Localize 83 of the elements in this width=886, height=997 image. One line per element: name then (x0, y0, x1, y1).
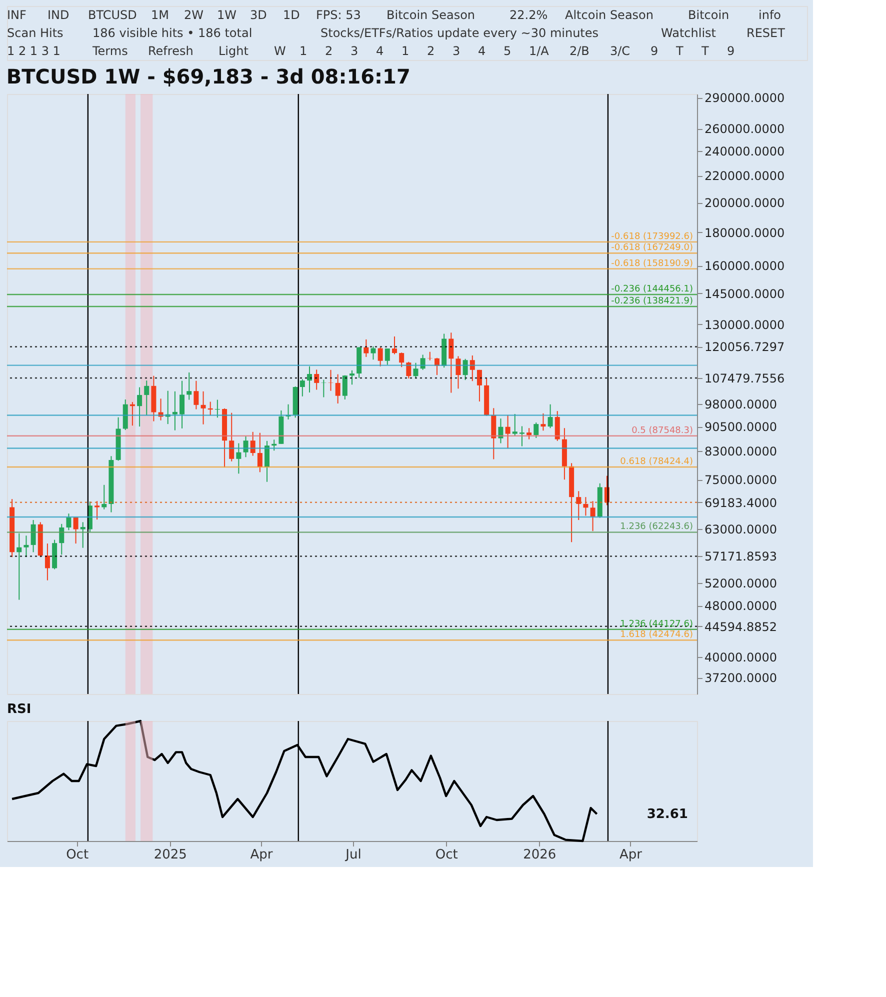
text: 3/C (610, 44, 630, 58)
text: 5 (504, 44, 512, 58)
text: 2 (427, 44, 435, 58)
text: Watchlist (661, 26, 716, 40)
chart-title: BTCUSD 1W - $69,183 - 3d 08:16:17 (6, 64, 410, 89)
text: INF (7, 8, 27, 22)
text: FPS: 53 (316, 8, 361, 22)
y-tick-label: 120056.7297 (704, 340, 785, 354)
y-tick-label: 260000.0000 (704, 122, 785, 136)
y-tick-label: 52000.0000 (704, 576, 778, 591)
text: Refresh (148, 44, 194, 58)
x-tick-label: 2025 (154, 848, 187, 862)
y-tick-label: 40000.0000 (704, 650, 778, 665)
ref-line-label: 0.5 (87548.3) (632, 426, 693, 436)
y-tick-label: 98000.0000 (704, 398, 778, 412)
ref-line-label: 1.236 (44127.6) (620, 619, 693, 630)
text: 4 (376, 44, 384, 58)
text: IND (48, 8, 70, 22)
text: T (700, 44, 710, 58)
ref-line-label: -0.618 (173992.6) (611, 232, 693, 242)
text: 1 (402, 44, 410, 58)
text: 1D (283, 8, 300, 22)
text: 22.2% (510, 8, 548, 22)
y-tick-label: 130000.0000 (704, 318, 785, 332)
ref-line-label: -0.618 (158190.9) (611, 258, 693, 269)
ref-line-label: 1.618 (42474.6) (620, 630, 693, 640)
y-tick-label: 160000.0000 (704, 259, 785, 274)
y-tick-label: 240000.0000 (704, 144, 785, 159)
text: 2W (184, 8, 204, 22)
text: 3D (250, 8, 267, 22)
text: Terms (92, 44, 128, 58)
y-tick-label: 290000.0000 (704, 91, 785, 106)
y-tick-label: 90500.0000 (704, 420, 778, 434)
y-tick-label: 180000.0000 (704, 226, 785, 240)
text: BTCUSD (88, 8, 137, 22)
text: 1 (300, 44, 308, 58)
text: 1/A (529, 44, 550, 58)
y-tick-label: 107479.7556 (704, 371, 785, 386)
x-tick-label: Jul (344, 848, 362, 862)
text: Light (218, 44, 249, 58)
text: 1W (217, 8, 237, 22)
y-tick-label: 37200.0000 (704, 671, 778, 686)
x-tick-label: Oct (66, 848, 89, 862)
y-tick-label: 69183.4000 (704, 496, 778, 510)
x-tick-label: Apr (619, 848, 643, 862)
text: W (274, 44, 286, 58)
text: Bitcoin (688, 8, 730, 22)
text: 186 visible hits • 186 total (92, 26, 252, 40)
text: 2/B (570, 44, 590, 58)
y-tick-label: 145000.0000 (704, 286, 785, 301)
x-tick-label: Oct (435, 848, 458, 862)
text: 1M (151, 8, 169, 22)
text: 2 (325, 44, 333, 58)
text: 9 (727, 44, 735, 58)
text: 1 2 1 3 1 (7, 44, 60, 58)
y-tick-label: 48000.0000 (704, 599, 778, 614)
ref-line-label: -0.236 (144456.1) (611, 284, 693, 294)
text: info (758, 8, 782, 22)
text: 3 (452, 44, 460, 58)
ref-line-label: -0.618 (167249.0) (611, 243, 693, 254)
text: 3 (350, 44, 358, 58)
y-tick-label: 75000.0000 (704, 473, 778, 488)
x-tick-label: Apr (250, 848, 274, 862)
y-tick-label: 57171.8593 (704, 550, 778, 564)
ref-line-label: 1.236 (62243.6) (620, 522, 693, 532)
y-tick-label: 220000.0000 (704, 169, 785, 184)
annotation: 32.61 (646, 807, 688, 822)
ref-line-label: 0.618 (78424.4) (620, 456, 693, 467)
ref-line-label: -0.236 (138421.9) (611, 296, 693, 307)
text: Scan Hits (7, 26, 64, 40)
y-tick-label: 63000.0000 (704, 522, 778, 536)
y-tick-label: 83000.0000 (704, 444, 778, 458)
text: Altcoin Season (565, 8, 654, 22)
text: RESET (746, 26, 786, 40)
chart-title: RSI (7, 702, 32, 717)
x-tick-label: 2026 (523, 848, 556, 862)
text: T (675, 44, 684, 58)
text: 9 (650, 44, 658, 58)
text: 4 (478, 44, 486, 58)
y-tick-label: 44594.8852 (704, 620, 778, 634)
text: Bitcoin Season (386, 8, 476, 22)
y-tick-label: 200000.0000 (704, 196, 785, 210)
text: Stocks/ETFs/Ratios update every ~30 minutes (320, 26, 599, 40)
